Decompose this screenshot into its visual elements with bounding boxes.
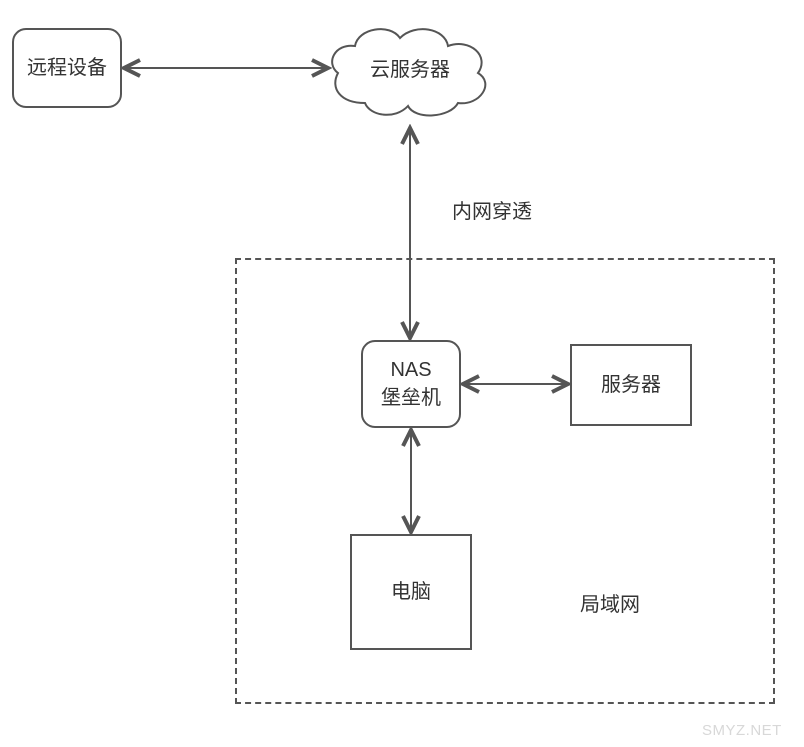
edge-cloud-nas-label: 内网穿透: [452, 195, 532, 224]
node-cloud: 云服务器: [320, 18, 500, 128]
node-nas-label-1: NAS: [390, 356, 431, 384]
node-nas: NAS 堡垒机: [361, 340, 461, 428]
lan-region: [235, 258, 775, 704]
node-nas-label-2: 堡垒机: [381, 384, 441, 412]
node-server: 服务器: [570, 344, 692, 426]
watermark: SMYZ.NET: [702, 722, 782, 739]
node-pc: 电脑: [350, 534, 472, 650]
node-remote: 远程设备: [12, 28, 122, 108]
node-server-label: 服务器: [601, 371, 661, 399]
node-remote-label: 远程设备: [27, 54, 107, 82]
node-pc-label: 电脑: [391, 578, 431, 606]
node-cloud-label: 云服务器: [370, 56, 450, 84]
lan-label: 局域网: [580, 588, 640, 617]
